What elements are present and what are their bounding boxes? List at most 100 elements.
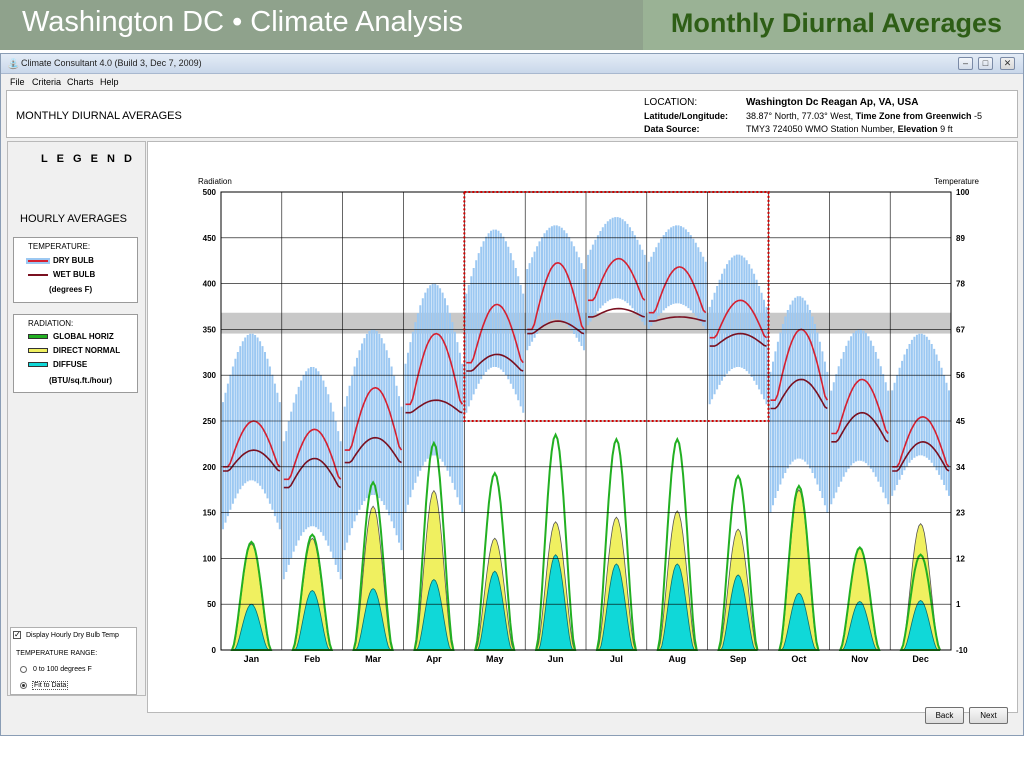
right-tick-label: 100 <box>956 188 970 197</box>
month-label-may: May <box>486 654 504 664</box>
global-horiz-swatch <box>28 334 48 339</box>
direct-normal-swatch <box>28 348 48 353</box>
month-label-apr: Apr <box>426 654 442 664</box>
app-icon: ⛲ <box>7 59 20 70</box>
diffuse-mar <box>355 588 391 651</box>
options-panel <box>10 627 137 695</box>
highlight-box <box>463 191 770 422</box>
location-value: Washington Dc Reagan Ap, VA, USA <box>746 97 919 108</box>
right-tick-label: 12 <box>956 554 965 563</box>
dry-bulb-jul <box>588 257 646 302</box>
wet-bulb-sep <box>709 332 767 347</box>
dry-bulb-aug <box>648 266 707 314</box>
legend-panel: L E G E N D HOURLY AVERAGES TEMPERATURE:… <box>7 141 146 696</box>
minimize-icon[interactable]: – <box>958 57 973 70</box>
left-tick-label: 400 <box>203 280 217 289</box>
wet-bulb-jul <box>588 307 645 318</box>
menu-bar: File Criteria Charts Help <box>1 75 1023 89</box>
maximize-icon[interactable]: □ <box>978 57 993 70</box>
global-horiz-nov <box>838 545 881 651</box>
right-tick-label: 45 <box>956 417 965 426</box>
right-axis-label: Temperature <box>934 177 979 186</box>
temperature-legend: TEMPERATURE: DRY BULB WET BULB (degrees … <box>13 237 138 303</box>
display-hourly-checkbox[interactable]: ✓ <box>13 630 21 639</box>
left-tick-label: 50 <box>207 600 216 609</box>
dry-bulb-apr <box>405 332 463 406</box>
wet-bulb-feb <box>283 457 342 489</box>
range-0-100-radio[interactable] <box>20 666 27 673</box>
global-horiz-dec <box>899 553 941 651</box>
range-fit-radio[interactable] <box>20 682 27 689</box>
global-horiz-apr <box>413 440 455 651</box>
wet-bulb-jan <box>223 449 281 472</box>
global-horiz-feb <box>291 533 334 651</box>
range-0-100-label[interactable]: 0 to 100 degrees F <box>33 666 92 673</box>
diffuse-jul <box>598 563 634 651</box>
back-button[interactable]: Back <box>925 707 964 724</box>
left-tick-label: 300 <box>203 371 217 380</box>
right-tick-label: 67 <box>956 325 965 334</box>
right-tick-label: 23 <box>956 509 965 518</box>
wet-bulb-swatch <box>28 274 48 276</box>
slide-banner: Washington DC • Climate Analysis Monthly… <box>0 0 1024 50</box>
right-tick-label: 34 <box>956 463 965 472</box>
month-label-sep: Sep <box>730 654 747 664</box>
diffuse-may <box>477 570 513 651</box>
wet-bulb-nov <box>831 411 889 443</box>
left-tick-label: 200 <box>203 463 217 472</box>
global-horiz-may <box>474 471 516 651</box>
global-horiz-oct <box>778 484 820 651</box>
month-label-oct: Oct <box>791 654 806 664</box>
dry-bulb-range-mar <box>343 329 403 551</box>
left-axis-label: Radiation <box>198 177 232 186</box>
right-tick-label: 56 <box>956 371 965 380</box>
latlon-line: 38.87° North, 77.03° West, Time Zone fro… <box>746 111 982 121</box>
dry-bulb-oct <box>770 328 828 401</box>
temperature-range-label: TEMPERATURE RANGE: <box>16 650 98 657</box>
left-tick-label: 250 <box>203 417 217 426</box>
diffuse-oct <box>781 592 817 651</box>
chart-panel: 500 450 400 350 300 250 200 150 100 50 0 100 89 78 67 5… <box>147 141 1018 713</box>
month-label-feb: Feb <box>304 654 321 664</box>
diffuse-feb <box>294 590 330 651</box>
right-tick-label: 1 <box>956 600 961 609</box>
dry-bulb-mar <box>344 386 403 451</box>
dry-bulb-range-jan <box>222 333 281 530</box>
display-hourly-label[interactable]: Display Hourly Dry Bulb Temp <box>26 632 119 639</box>
wet-bulb-aug <box>648 316 706 322</box>
dry-bulb-range-aug <box>647 225 707 330</box>
diffuse-nov <box>841 601 878 651</box>
diffuse-swatch <box>28 362 48 367</box>
global-horiz-mar <box>352 480 394 651</box>
dry-bulb-range-apr <box>404 283 464 513</box>
dry-bulb-range-dec <box>891 333 950 496</box>
month-label-nov: Nov <box>851 654 868 664</box>
next-button[interactable]: Next <box>969 707 1008 724</box>
dry-bulb-range-may <box>465 229 525 413</box>
radiation-legend: RADIATION: GLOBAL HORIZ DIRECT NORMAL DI… <box>13 314 138 393</box>
window-titlebar[interactable]: ⛲ Climate Consultant 4.0 (Build 3, Dec 7… <box>1 54 1023 74</box>
source-label: Data Source: <box>644 124 700 134</box>
left-tick-label: 100 <box>203 554 217 563</box>
close-icon[interactable]: ✕ <box>1000 57 1015 70</box>
month-label-dec: Dec <box>912 654 929 664</box>
menu-charts[interactable]: Charts <box>67 77 94 87</box>
radiation-units: (BTU/sq.ft./hour) <box>49 376 113 385</box>
dry-bulb-dec <box>892 415 950 468</box>
left-tick-label: 450 <box>203 234 217 243</box>
diffuse-label: DIFFUSE <box>53 360 88 369</box>
global-horiz-label: GLOBAL HORIZ <box>53 332 114 341</box>
timezone-value: -5 <box>973 111 982 121</box>
dry-bulb-label: DRY BULB <box>53 256 94 265</box>
location-label: LOCATION: <box>644 97 698 108</box>
timezone-label: Time Zone from Greenwich <box>855 111 972 121</box>
range-fit-label[interactable]: Fit to Data <box>32 681 69 690</box>
wet-bulb-apr <box>405 399 463 414</box>
menu-help[interactable]: Help <box>100 77 119 87</box>
direct-normal-label: DIRECT NORMAL <box>53 346 121 355</box>
right-tick-label: 78 <box>956 280 965 289</box>
dry-bulb-nov <box>831 378 889 435</box>
wet-bulb-label: WET BULB <box>53 270 96 279</box>
menu-criteria[interactable]: Criteria <box>32 77 62 87</box>
menu-file[interactable]: File <box>10 77 25 87</box>
